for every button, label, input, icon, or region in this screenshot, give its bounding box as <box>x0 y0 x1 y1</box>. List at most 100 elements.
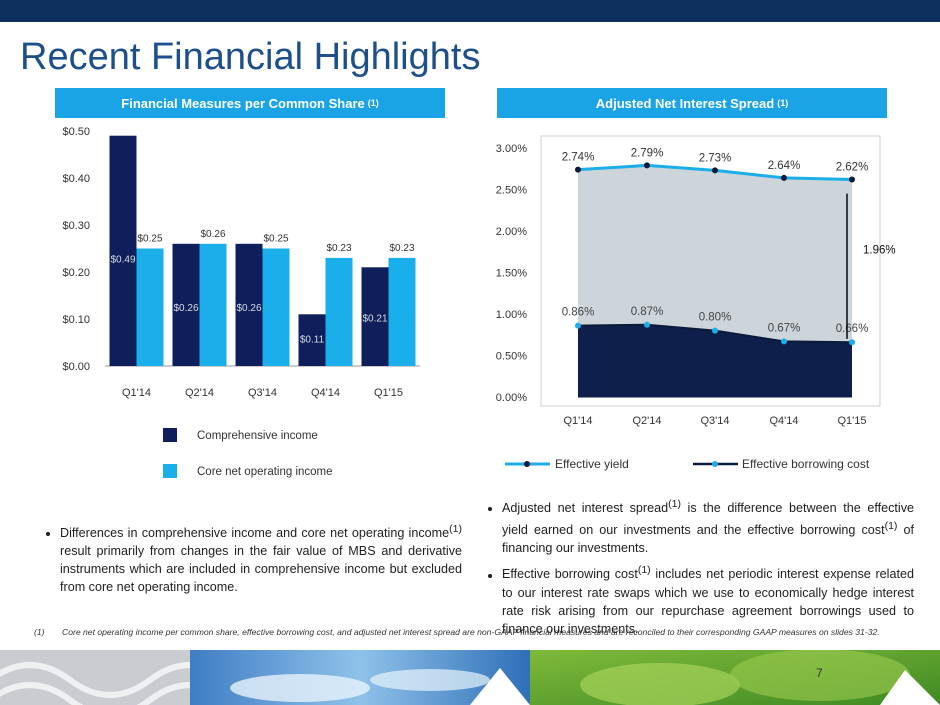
x-tick-label: Q1'15 <box>374 387 403 399</box>
bar-data-label: $0.26 <box>200 229 225 240</box>
top-banner <box>0 0 940 22</box>
rope-image <box>0 650 190 705</box>
bar-data-label: $0.11 <box>300 335 325 346</box>
left-bullet-list: Differences in comprehensive income and … <box>42 520 462 600</box>
x-tick-label: Q3'14 <box>248 387 277 399</box>
y-tick-label: 0.50% <box>496 351 527 363</box>
effective-borrowing-cost-label: 0.86% <box>562 307 595 319</box>
page-number: 7 <box>816 666 823 680</box>
x-tick-label: Q1'15 <box>837 415 866 427</box>
y-tick-label: $0.00 <box>62 361 90 373</box>
effective-yield-point <box>712 167 718 174</box>
footnote-text: Core net operating income per common sha… <box>62 627 880 637</box>
bar-comprehensive-income <box>298 314 326 366</box>
net-interest-spread-chart: 0.00% 0.50% 1.00% 1.50% 2.00% 2.50% 3.00% 2.74%… <box>496 135 896 471</box>
footer-image-strip <box>0 650 940 705</box>
per-share-bar-chart: $0.00$0.10$0.20$0.30$0.40$0.50$0.49$0.25… <box>62 126 420 478</box>
effective-yield-point <box>575 166 581 173</box>
effective-yield-point <box>644 162 650 169</box>
legend-label: Comprehensive income <box>197 430 318 442</box>
bar-data-label: $0.26 <box>236 303 261 314</box>
y-tick-label: 2.50% <box>496 185 527 197</box>
leaf-shape <box>580 663 740 705</box>
y-tick-label: 1.00% <box>496 309 527 321</box>
effective-yield-point <box>781 174 787 181</box>
white-notch <box>880 670 940 705</box>
y-tick-label: 1.50% <box>496 268 527 280</box>
effective-yield-label: 2.73% <box>699 152 732 164</box>
bar-comprehensive-income <box>109 135 137 366</box>
y-tick-label: 2.00% <box>496 226 527 238</box>
x-tick-label: Q2'14 <box>632 415 661 427</box>
page-title: Recent Financial Highlights <box>20 36 481 78</box>
y-tick-label: $0.10 <box>62 314 90 326</box>
bar-comprehensive-income <box>172 243 200 366</box>
bar-core-net-operating-income <box>388 257 416 366</box>
white-notch <box>470 668 530 705</box>
bar-data-label: $0.49 <box>110 254 135 265</box>
effective-yield-label: 2.64% <box>768 160 801 172</box>
bar-data-label: $0.23 <box>326 243 351 254</box>
bar-core-net-operating-income <box>136 248 164 366</box>
y-tick-label: $0.20 <box>62 267 90 279</box>
bar-data-label: $0.23 <box>389 243 414 254</box>
effective-yield-label: 2.62% <box>836 162 869 174</box>
effective-borrowing-cost-label: 0.67% <box>768 322 801 334</box>
x-tick-label: Q2'14 <box>185 387 214 399</box>
right-bullet-item: Effective borrowing cost(1) includes net… <box>502 561 914 637</box>
y-tick-label: 3.00% <box>496 143 527 155</box>
left-bullet-item: Differences in comprehensive income and … <box>60 520 462 596</box>
footnote-mark: (1) <box>34 627 45 637</box>
x-tick-label: Q3'14 <box>700 415 729 427</box>
legend-effective-yield-marker <box>524 461 530 467</box>
left-heading-text: Financial Measures per Common Share <box>121 95 365 111</box>
bar-core-net-operating-income <box>199 243 227 366</box>
bar-comprehensive-income <box>235 243 263 366</box>
legend-label: Effective yield <box>555 457 629 471</box>
footnote: (1) Core net operating income per common… <box>34 626 922 638</box>
effective-yield-label: 2.79% <box>631 147 664 159</box>
bar-data-label: $0.25 <box>137 234 162 245</box>
left-section-heading: Financial Measures per Common Share (1) <box>55 88 445 118</box>
effective-borrowing-cost-label: 0.80% <box>699 312 732 324</box>
legend-swatch <box>163 464 177 478</box>
left-heading-sup: (1) <box>367 98 379 108</box>
spread-area <box>578 165 852 343</box>
effective-borrowing-cost-point <box>575 322 581 329</box>
right-heading-sup: (1) <box>777 98 789 108</box>
y-tick-label: $0.40 <box>62 173 90 185</box>
effective-borrowing-cost-point <box>644 321 650 328</box>
bar-data-label: $0.25 <box>263 234 288 245</box>
right-heading-text: Adjusted Net Interest Spread <box>595 95 775 111</box>
bar-core-net-operating-income <box>325 257 353 366</box>
right-bullet-list: Adjusted net interest spread(1) is the d… <box>484 495 914 642</box>
x-tick-label: Q1'14 <box>122 387 151 399</box>
effective-borrowing-cost-label: 0.66% <box>836 323 869 335</box>
legend-label: Effective borrowing cost <box>742 457 870 471</box>
legend-label: Core net operating income <box>197 466 333 478</box>
x-tick-label: Q1'14 <box>563 415 592 427</box>
bar-data-label: $0.26 <box>173 303 198 314</box>
effective-borrowing-cost-point <box>849 339 855 346</box>
effective-borrowing-cost-label: 0.87% <box>631 306 664 318</box>
bar-core-net-operating-income <box>262 248 290 366</box>
legend-effective-borrowing-cost-marker <box>712 461 718 467</box>
effective-borrowing-cost-point <box>712 327 718 334</box>
x-tick-label: Q4'14 <box>311 387 340 399</box>
right-section-heading: Adjusted Net Interest Spread (1) <box>497 88 887 118</box>
bar-comprehensive-income <box>361 267 389 366</box>
bar-data-label: $0.21 <box>362 314 387 325</box>
effective-yield-label: 2.74% <box>562 152 595 164</box>
x-tick-label: Q4'14 <box>769 415 798 427</box>
legend-swatch <box>163 428 177 442</box>
y-tick-label: $0.50 <box>62 126 90 138</box>
cloud-shape <box>370 669 490 691</box>
leaf-shape <box>730 650 910 701</box>
effective-borrowing-cost-point <box>781 338 787 345</box>
right-bullet-item: Adjusted net interest spread(1) is the d… <box>502 495 914 557</box>
y-tick-label: $0.30 <box>62 220 90 232</box>
y-tick-label: 0.00% <box>496 392 527 404</box>
effective-yield-point <box>849 176 855 183</box>
spread-annotation: 1.96% <box>863 244 896 256</box>
cloud-shape <box>230 674 370 702</box>
